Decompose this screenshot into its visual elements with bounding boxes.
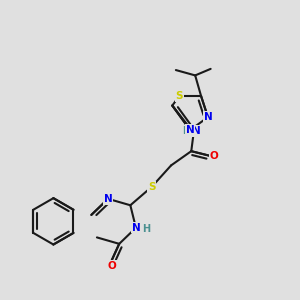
Text: N: N (204, 112, 212, 122)
Text: S: S (176, 91, 183, 101)
Text: H: H (182, 126, 190, 136)
Text: N: N (104, 194, 112, 204)
Text: N: N (186, 125, 194, 135)
Text: O: O (210, 151, 218, 160)
Text: N: N (192, 126, 201, 136)
Text: N: N (131, 223, 140, 233)
Text: S: S (148, 182, 155, 192)
Text: H: H (142, 224, 150, 234)
Text: O: O (107, 260, 116, 271)
